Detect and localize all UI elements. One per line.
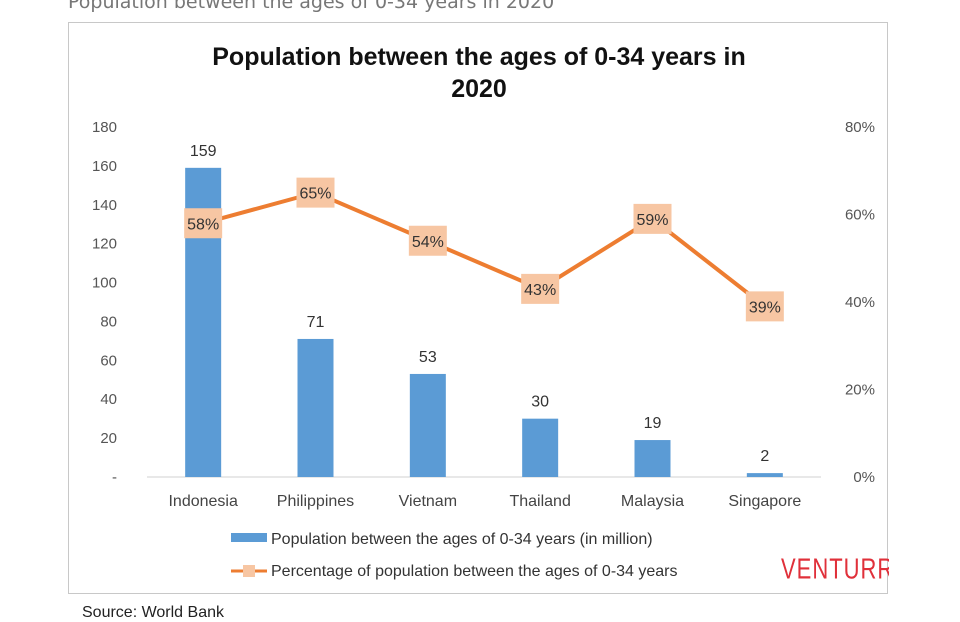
line-data-label: 43% <box>524 282 556 299</box>
bar-data-label: 19 <box>644 415 662 432</box>
page-heading: Population between the ages of 0-34 year… <box>68 0 555 13</box>
y-left-tick-label: 140 <box>92 197 117 214</box>
legend: Population between the ages of 0-34 year… <box>231 531 678 580</box>
x-axis: Indonesia Philippines Vietnam Thailand Malay… <box>168 493 801 510</box>
bar-series: 159 71 53 30 19 2 <box>185 143 783 478</box>
brand-logo: VENTURRA <box>781 554 889 585</box>
legend-swatch-bar <box>231 533 267 542</box>
bar-data-label: 2 <box>760 448 769 465</box>
bar <box>746 473 783 477</box>
line-data-label: 54% <box>412 234 444 251</box>
line-data-label: 39% <box>749 299 781 316</box>
line-point-marker <box>521 273 560 304</box>
line-data-label: 59% <box>636 212 668 229</box>
bar-data-label: 53 <box>419 349 437 366</box>
x-tick-label: Philippines <box>277 493 354 510</box>
legend-swatch-marker <box>243 565 255 577</box>
bar <box>522 418 559 477</box>
right-axis: 0% 20% 40% 60% 80% <box>845 119 875 486</box>
y-left-tick-label: 20 <box>100 430 117 447</box>
bar-data-label: 159 <box>190 143 217 160</box>
x-tick-label: Malaysia <box>621 493 684 510</box>
y-left-tick-label: 40 <box>100 391 117 408</box>
legend-label-bar: Population between the ages of 0-34 year… <box>271 531 653 548</box>
y-right-tick-label: 80% <box>845 119 875 136</box>
y-left-tick-label: 180 <box>92 119 117 136</box>
bar <box>297 338 334 477</box>
y-left-tick-label: 120 <box>92 236 117 253</box>
line-data-label: 65% <box>299 186 331 203</box>
x-tick-label: Thailand <box>509 493 570 510</box>
bar <box>634 440 671 477</box>
y-right-tick-label: 60% <box>845 207 875 224</box>
y-right-tick-label: 20% <box>845 382 875 399</box>
x-tick-label: Singapore <box>728 493 801 510</box>
series-line <box>202 190 767 308</box>
line-point-marker <box>296 177 335 208</box>
chart-title-line-1: Population between the ages of 0-34 year… <box>212 43 745 71</box>
bar-data-label: 71 <box>307 314 325 331</box>
x-tick-label: Vietnam <box>399 493 457 510</box>
y-right-tick-label: 40% <box>845 294 875 311</box>
combo-chart: Population between the ages of 0-34 year… <box>92 43 889 585</box>
y-left-tick-label: 160 <box>92 158 117 175</box>
y-right-tick-label: 0% <box>853 469 875 486</box>
legend-label-line: Percentage of population between the age… <box>271 563 678 580</box>
line-series: 58% 65% 54% 43% 59% 39% <box>184 177 784 322</box>
line-point-marker <box>184 208 223 239</box>
x-tick-label: Indonesia <box>168 493 237 510</box>
left-axis: - 20 40 60 80 100 120 140 160 180 <box>92 119 117 486</box>
source-note: Source: World Bank <box>82 604 224 621</box>
y-left-tick-label: 100 <box>92 275 117 292</box>
bar-data-label: 30 <box>531 394 549 411</box>
y-left-tick-label: - <box>112 469 117 486</box>
line-data-label: 58% <box>187 216 219 233</box>
chart-frame: Population between the ages of 0-34 year… <box>68 22 889 594</box>
line-point-marker <box>408 225 447 256</box>
chart-title-line-2: 2020 <box>451 75 507 103</box>
y-left-tick-label: 80 <box>100 313 117 330</box>
bar <box>409 373 446 477</box>
y-left-tick-label: 60 <box>100 352 117 369</box>
line-point-marker <box>745 291 784 322</box>
line-point-marker <box>633 203 672 234</box>
